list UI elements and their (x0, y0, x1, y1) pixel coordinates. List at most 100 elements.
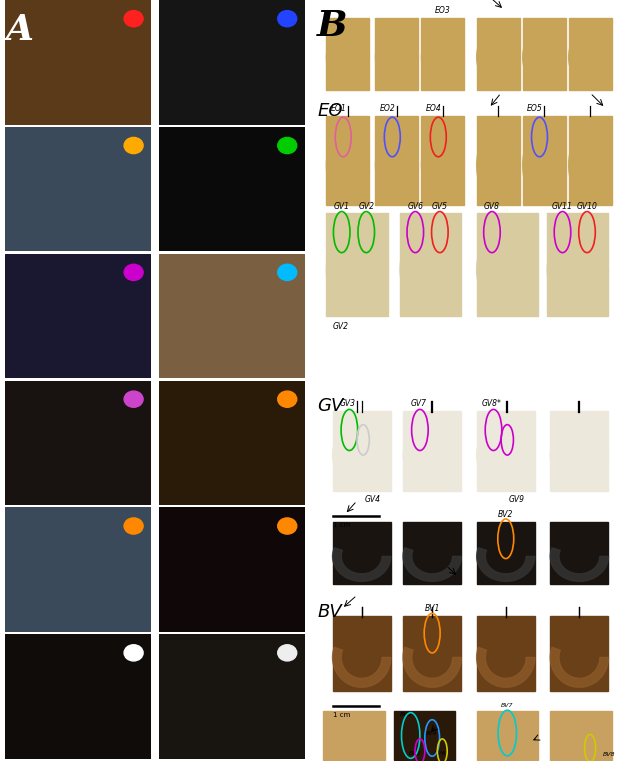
Text: BV3: BV3 (400, 712, 412, 718)
Polygon shape (333, 548, 391, 581)
Polygon shape (327, 47, 369, 86)
Text: GV6: GV6 (407, 202, 424, 211)
Text: EO1: EO1 (331, 103, 346, 113)
Polygon shape (476, 548, 535, 581)
Bar (400, 213, 462, 316)
Polygon shape (476, 47, 519, 86)
Text: A: A (6, 14, 34, 47)
Text: EO3: EO3 (435, 6, 451, 15)
Polygon shape (547, 256, 608, 310)
Bar (323, 711, 384, 760)
Text: GV9: GV9 (509, 495, 524, 505)
Bar (403, 522, 462, 584)
Polygon shape (476, 444, 535, 487)
Polygon shape (476, 153, 519, 201)
Circle shape (278, 391, 297, 407)
Bar (376, 116, 419, 205)
Circle shape (278, 645, 297, 661)
Circle shape (124, 11, 143, 27)
Bar (403, 616, 462, 691)
Bar (522, 116, 565, 205)
Text: GV11: GV11 (552, 202, 573, 211)
Polygon shape (376, 47, 419, 86)
Polygon shape (550, 548, 608, 581)
Text: EO4: EO4 (426, 103, 442, 113)
Text: GV8: GV8 (484, 202, 500, 211)
Text: BV6: BV6 (434, 750, 446, 756)
Bar (476, 616, 535, 691)
Bar (547, 213, 608, 316)
Text: 1 cm: 1 cm (333, 522, 350, 528)
Circle shape (124, 645, 143, 661)
Text: GV8*: GV8* (482, 399, 502, 408)
Text: GV1: GV1 (334, 202, 350, 211)
Circle shape (278, 518, 297, 534)
Bar (422, 18, 465, 90)
Text: BV5: BV5 (409, 750, 422, 756)
Polygon shape (403, 444, 462, 487)
Polygon shape (476, 647, 535, 687)
Circle shape (124, 391, 143, 407)
Polygon shape (327, 256, 388, 310)
Circle shape (278, 138, 297, 154)
Text: BV8: BV8 (602, 752, 615, 757)
Polygon shape (522, 47, 565, 86)
Polygon shape (422, 47, 465, 86)
Bar (476, 18, 519, 90)
Bar (550, 711, 611, 760)
Text: GV2: GV2 (333, 322, 348, 331)
Polygon shape (376, 153, 419, 201)
Polygon shape (522, 153, 565, 201)
Bar (327, 213, 388, 316)
Bar (550, 522, 608, 584)
Polygon shape (400, 256, 462, 310)
Text: GV7: GV7 (411, 399, 426, 408)
Bar (522, 18, 565, 90)
Bar (403, 411, 462, 491)
Bar (333, 616, 391, 691)
Text: GV2: GV2 (358, 202, 374, 211)
Text: B: B (317, 9, 348, 43)
Text: BV2: BV2 (498, 510, 513, 519)
Bar (327, 116, 369, 205)
Bar (476, 213, 538, 316)
Text: BV4: BV4 (424, 731, 437, 736)
Polygon shape (550, 444, 608, 487)
Text: GV: GV (317, 397, 343, 416)
Text: GV3: GV3 (340, 399, 356, 408)
Text: EO2: EO2 (380, 103, 396, 113)
Bar (476, 411, 535, 491)
Text: GV4: GV4 (364, 495, 381, 505)
Text: GV10: GV10 (577, 202, 598, 211)
Polygon shape (569, 47, 611, 86)
Polygon shape (569, 153, 611, 201)
Bar (394, 711, 455, 760)
Bar (476, 522, 535, 584)
Circle shape (124, 138, 143, 154)
Bar (569, 116, 611, 205)
Text: EO5: EO5 (527, 103, 543, 113)
Polygon shape (476, 256, 538, 310)
Circle shape (124, 518, 143, 534)
Circle shape (278, 264, 297, 281)
Text: 1 cm: 1 cm (333, 712, 350, 718)
Bar (550, 616, 608, 691)
Text: BV: BV (317, 603, 342, 621)
Polygon shape (333, 444, 391, 487)
Text: BV7: BV7 (501, 703, 514, 708)
Bar (476, 711, 538, 760)
Bar (476, 116, 519, 205)
Bar (333, 411, 391, 491)
Bar (327, 18, 369, 90)
Bar (422, 116, 465, 205)
Circle shape (124, 264, 143, 281)
Polygon shape (333, 647, 391, 687)
Text: GV5: GV5 (432, 202, 448, 211)
Bar (333, 522, 391, 584)
Circle shape (278, 11, 297, 27)
Polygon shape (422, 153, 465, 201)
Text: EO: EO (317, 102, 343, 120)
Polygon shape (403, 548, 462, 581)
Bar (569, 18, 611, 90)
Text: BV1: BV1 (424, 604, 440, 613)
